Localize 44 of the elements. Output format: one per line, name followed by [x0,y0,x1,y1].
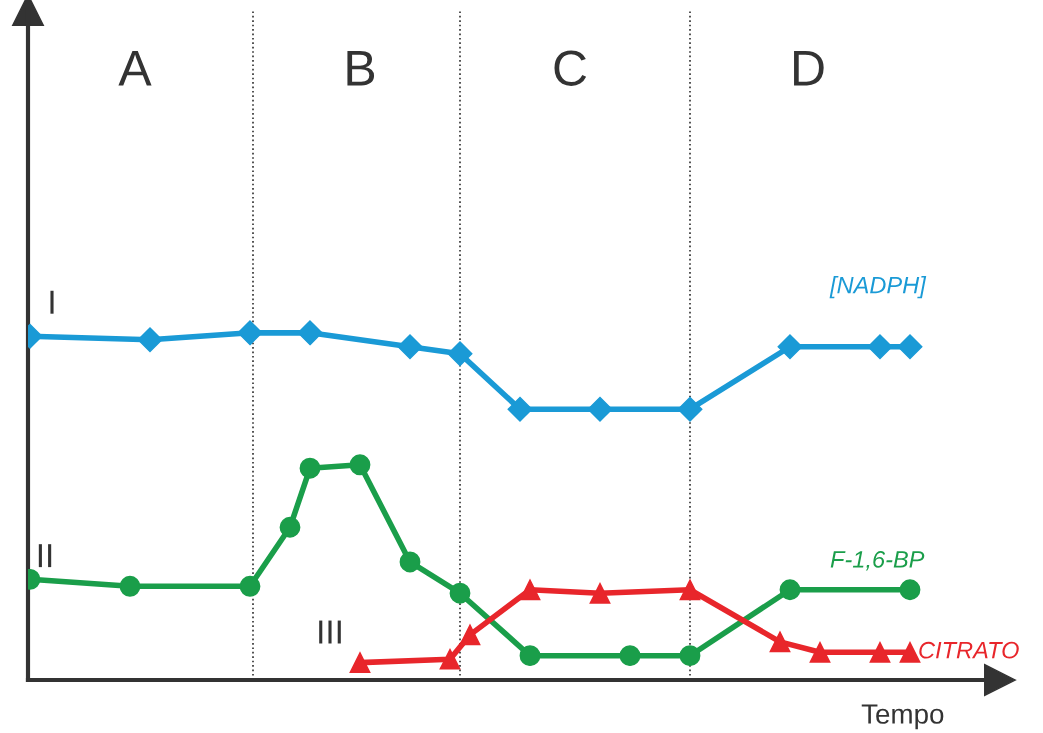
point [137,327,163,353]
point [587,396,613,422]
point [349,652,371,674]
series-label: F-1,6-BP [830,551,925,571]
text: B [347,51,375,86]
point [869,641,891,663]
series-label: CITRATO [919,641,1019,659]
point [899,579,921,601]
text: D [794,51,824,86]
point [439,648,461,670]
point [867,334,893,360]
point [397,334,423,360]
text: C [554,50,587,86]
point [349,454,371,476]
point [447,341,473,367]
point [279,516,301,538]
point [897,334,923,360]
point [779,579,801,601]
series-label: [NADPH] [829,276,927,299]
point [299,457,321,479]
text: A [118,51,152,86]
point [519,579,541,601]
point [449,582,471,604]
point [119,575,141,597]
point [239,575,261,597]
point [777,334,803,360]
point [519,645,541,667]
x-axis-title: Tempo [861,704,944,730]
point [769,631,791,653]
point [619,645,641,667]
point [399,551,421,573]
point [679,645,701,667]
point [809,641,831,663]
text: I [50,290,54,314]
annotation: III [319,620,341,644]
point [589,582,611,604]
annotation: II [38,544,52,568]
point [297,320,323,346]
point [679,579,701,601]
point [507,396,533,422]
point [899,641,921,663]
point [459,624,481,646]
point [237,320,263,346]
point [677,396,703,422]
